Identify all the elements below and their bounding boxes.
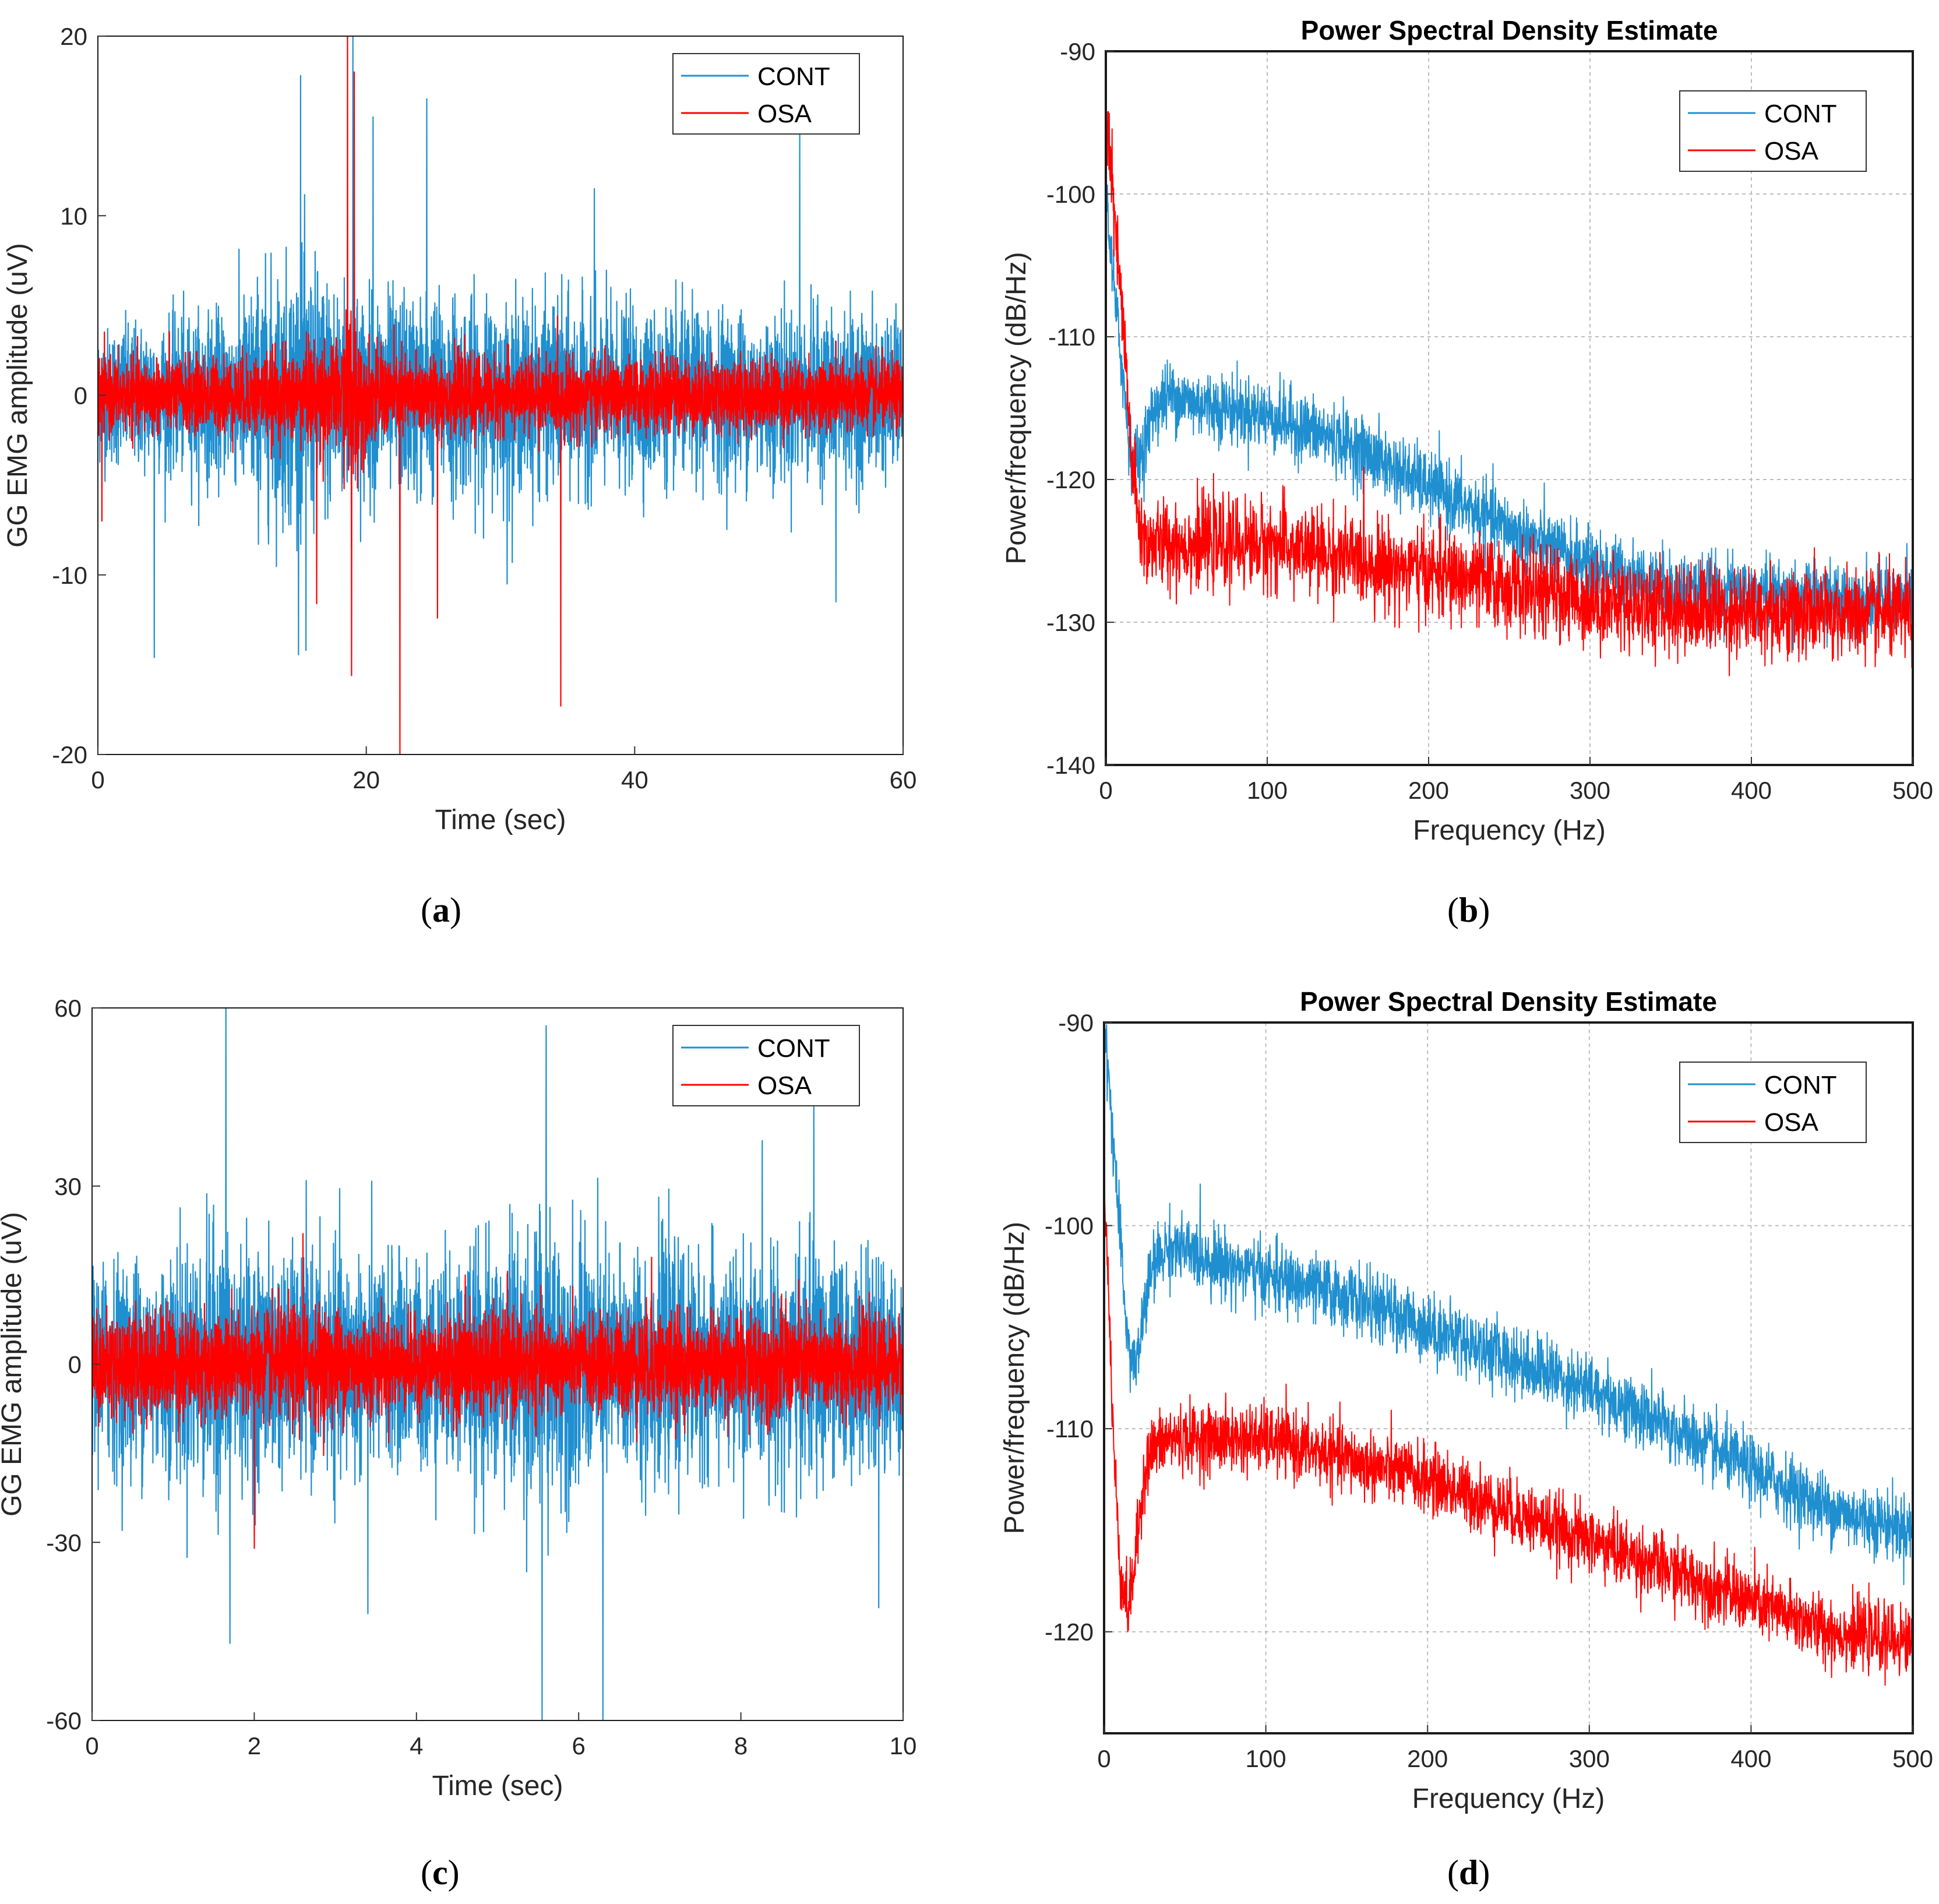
legend-box xyxy=(672,53,860,135)
x-tick-label: 200 xyxy=(1408,777,1449,804)
x-tick-label: 6 xyxy=(572,1732,586,1760)
y-tick-label: 20 xyxy=(60,23,87,50)
legend-label-cont: CONT xyxy=(757,1034,830,1063)
legend-label-cont: CONT xyxy=(1764,100,1837,128)
series-line-osa xyxy=(98,36,903,754)
y-tick-label: -30 xyxy=(46,1529,82,1556)
x-tick-label: 40 xyxy=(621,766,648,794)
y-axis-label: GG EMG amplitude (uV) xyxy=(2,243,33,548)
axes-frame xyxy=(1105,50,1914,766)
y-tick-label: -110 xyxy=(1046,1415,1094,1443)
legend: CONT OSA xyxy=(672,1025,860,1106)
x-tick-label: 0 xyxy=(1099,777,1112,804)
legend-box xyxy=(672,1025,860,1106)
y-tick-label: 0 xyxy=(74,382,87,410)
x-tick-label: 2 xyxy=(248,1732,261,1760)
caption-a-letter: a xyxy=(432,891,450,929)
chart-title: Power Spectral Density Estimate xyxy=(1300,986,1717,1017)
y-tick-label: 30 xyxy=(54,1173,82,1200)
y-axis-label: GG EMG amplitude (uV) xyxy=(0,1212,27,1517)
x-tick-label: 60 xyxy=(890,766,917,794)
series-line-cont xyxy=(1106,152,1913,651)
y-tick-label: -120 xyxy=(1045,1619,1094,1646)
caption-b-letter: b xyxy=(1458,891,1479,929)
x-tick-label: 0 xyxy=(91,766,104,794)
legend: CONT OSA xyxy=(1679,1062,1867,1143)
legend: CONT OSA xyxy=(672,53,860,135)
chart-b: 0 100 200 300 400 500 -140 -130 -120 -110 -100 -90 F… xyxy=(1001,15,1933,846)
series-line-osa xyxy=(92,1233,903,1549)
y-tick-label: 60 xyxy=(54,995,82,1022)
y-tick-label: 10 xyxy=(60,202,87,230)
x-tick-label: 100 xyxy=(1247,777,1288,804)
x-tick-label: 500 xyxy=(1892,777,1933,804)
x-tick-label: 200 xyxy=(1407,1745,1448,1772)
chart-title: Power Spectral Density Estimate xyxy=(1301,15,1718,45)
legend-label-osa: OSA xyxy=(757,100,812,128)
caption-a: (a) xyxy=(421,891,461,929)
chart-a: 0 20 40 60 -20 -10 0 10 20 Time (sec) GG EMG ampli… xyxy=(2,23,916,835)
y-tick-label: -100 xyxy=(1045,1212,1094,1240)
legend-label-osa: OSA xyxy=(1764,1108,1819,1137)
y-tick-label: -90 xyxy=(1060,38,1095,65)
x-axis-label: Time (sec) xyxy=(435,805,566,835)
x-tick-label: 8 xyxy=(734,1732,748,1760)
y-tick-label: -140 xyxy=(1046,752,1095,779)
x-tick-label: 300 xyxy=(1569,1745,1610,1772)
x-axis-label: Time (sec) xyxy=(432,1771,563,1801)
caption-c-letter: c xyxy=(432,1853,448,1892)
y-axis-label: Power/frequency (dB/Hz) xyxy=(1001,252,1032,564)
y-tick-label: -110 xyxy=(1048,323,1095,351)
x-tick-label: 20 xyxy=(352,766,380,794)
caption-d: (d) xyxy=(1447,1853,1490,1892)
y-tick-label: -120 xyxy=(1046,466,1095,493)
legend: CONT OSA xyxy=(1679,90,1867,172)
y-tick-label: -90 xyxy=(1058,1009,1094,1036)
series-line-osa xyxy=(1106,96,1913,676)
y-tick-label: -130 xyxy=(1046,609,1095,636)
x-tick-label: 300 xyxy=(1570,777,1610,804)
y-tick-label: -60 xyxy=(46,1707,82,1734)
x-tick-label: 400 xyxy=(1731,777,1772,804)
legend-label-osa: OSA xyxy=(1764,137,1819,165)
chart-d: 0 100 200 300 400 500 -120 -110 -100 -90 Frequency… xyxy=(999,986,1933,1814)
y-tick-label: 0 xyxy=(68,1351,82,1378)
legend-label-cont: CONT xyxy=(1764,1071,1837,1099)
legend-label-osa: OSA xyxy=(757,1071,812,1100)
x-tick-label: 4 xyxy=(410,1732,423,1760)
y-tick-label: -100 xyxy=(1046,181,1095,208)
x-tick-label: 500 xyxy=(1892,1745,1933,1772)
x-axis-label: Frequency (Hz) xyxy=(1413,815,1606,846)
legend-label-cont: CONT xyxy=(757,62,830,91)
x-tick-label: 10 xyxy=(890,1732,917,1760)
y-tick-label: -20 xyxy=(52,741,87,768)
axes-frame xyxy=(1103,1021,1914,1734)
series-line-cont xyxy=(1104,1022,1913,1585)
caption-d-letter: d xyxy=(1458,1853,1479,1892)
caption-b: (b) xyxy=(1447,891,1490,929)
legend-box xyxy=(1679,90,1867,172)
y-axis-label: Power/frequency (dB/Hz) xyxy=(999,1222,1030,1534)
caption-c: (c) xyxy=(421,1853,460,1892)
x-tick-label: 400 xyxy=(1730,1745,1771,1772)
x-axis-label: Frequency (Hz) xyxy=(1412,1783,1605,1814)
x-tick-label: 100 xyxy=(1246,1745,1286,1772)
chart-c: 0 2 4 6 8 10 -60 -30 0 30 60 Time (sec) GG EMG ampli… xyxy=(0,995,916,1801)
x-tick-label: 0 xyxy=(85,1732,98,1760)
series-line-osa xyxy=(1104,1144,1913,1686)
legend-box xyxy=(1679,1062,1867,1143)
x-tick-label: 0 xyxy=(1097,1745,1110,1772)
y-tick-label: -10 xyxy=(52,562,87,589)
